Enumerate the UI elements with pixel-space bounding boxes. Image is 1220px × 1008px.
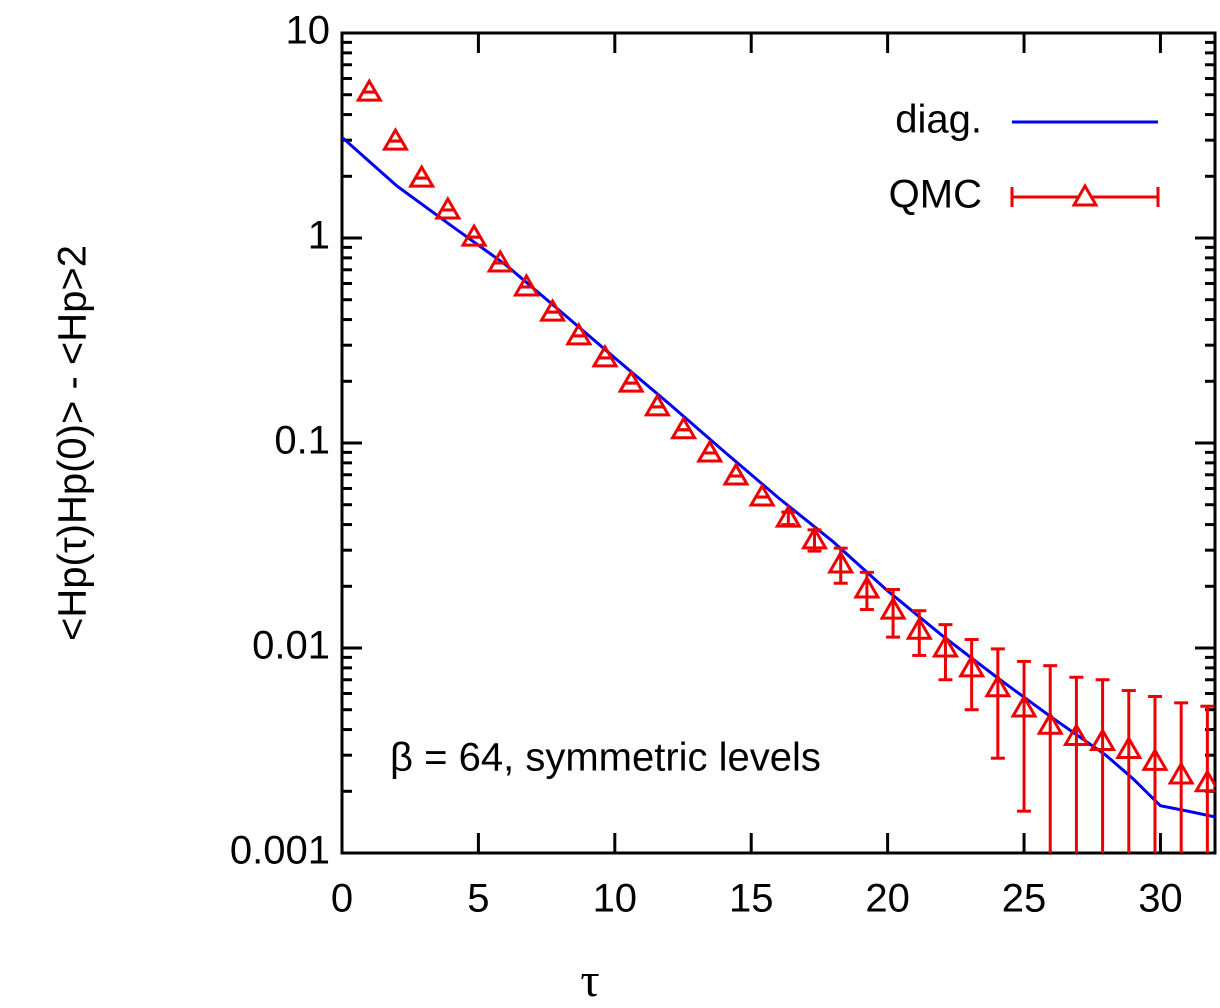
error-bar [938, 623, 953, 682]
x-tick-label: 5 [467, 877, 489, 921]
annotation: β = 64, symmetric levels [390, 736, 821, 780]
qmc-point [460, 223, 488, 247]
y-tick-label: 1 [308, 214, 330, 258]
qmc-point [408, 164, 436, 188]
qmc-point [1088, 727, 1117, 751]
qmc-point [1010, 693, 1038, 718]
qmc-point [381, 127, 410, 151]
qmc-point [853, 575, 881, 599]
qmc-point [1115, 735, 1143, 759]
error-bar [990, 647, 1005, 760]
x-tick-label: 30 [1138, 877, 1183, 921]
y-tick-label: 10 [286, 9, 331, 53]
qmc-point [984, 673, 1012, 698]
y-axis-label: <Hp(τ)Hp(0)> - <Hp>2 [51, 245, 95, 641]
error-bar [781, 510, 796, 527]
qmc-point [748, 483, 776, 507]
qmc-point [905, 616, 933, 640]
qmc-point [800, 525, 829, 550]
qmc-point [565, 321, 593, 346]
error-bar [1069, 675, 1084, 853]
qmc-point [1193, 768, 1215, 793]
x-tick-label: 25 [1002, 877, 1047, 921]
y-tick-label: 0.001 [230, 829, 330, 873]
plot-area [342, 78, 1215, 853]
error-bar [1017, 659, 1032, 813]
error-bar [1095, 678, 1110, 853]
error-bar [1147, 694, 1162, 853]
diag-line [342, 136, 1215, 819]
qmc-point [591, 343, 619, 368]
legend-marker [1071, 183, 1099, 207]
qmc-point [696, 438, 724, 463]
qmc-point [539, 298, 567, 322]
qmc-point [617, 369, 645, 393]
qmc-point [512, 272, 541, 297]
qmc-point [879, 596, 907, 620]
legend-label: diag. [895, 98, 982, 142]
error-bar [1043, 664, 1058, 853]
x-axis-label: τ [580, 954, 599, 1007]
qmc-point [1167, 761, 1195, 785]
qmc-point [827, 549, 855, 574]
qmc-point [434, 195, 462, 220]
error-bar [1121, 689, 1136, 853]
qmc-point [722, 462, 750, 486]
y-tick-label: 0.01 [252, 624, 330, 668]
qmc-point [1036, 711, 1064, 735]
qmc-point [958, 653, 986, 678]
qmc-point [1062, 722, 1091, 747]
qmc-point [355, 78, 383, 102]
error-bar [1200, 704, 1215, 853]
plot-frame [340, 31, 1217, 855]
x-tick-label: 15 [729, 877, 774, 921]
qmc-point [669, 415, 698, 440]
qmc-point [643, 392, 671, 417]
legend-label: QMC [889, 173, 982, 217]
x-tick-label: 10 [593, 877, 638, 921]
qmc-point [1141, 747, 1169, 771]
qmc-point [774, 504, 802, 528]
x-tick-label: 0 [331, 877, 353, 921]
qmc-point [931, 634, 960, 658]
qmc-point [486, 249, 514, 273]
x-tick-label: 20 [865, 877, 910, 921]
y-tick-label: 0.1 [274, 419, 330, 463]
